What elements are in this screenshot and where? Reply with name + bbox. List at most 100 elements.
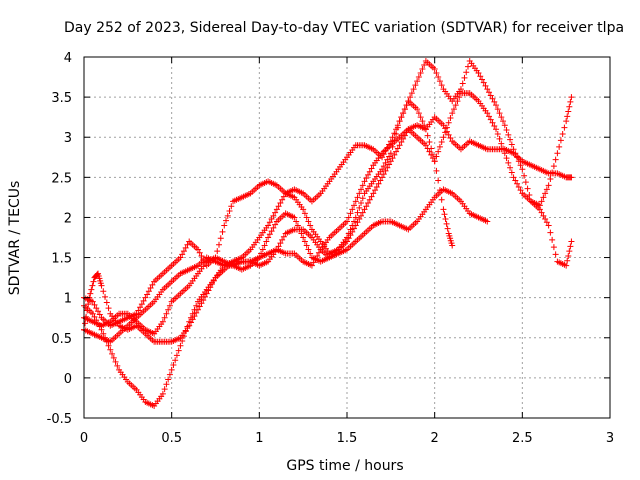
data-point-marker (140, 297, 147, 304)
data-point-marker (186, 322, 193, 329)
data-point-marker (305, 218, 312, 225)
data-point-marker (384, 164, 391, 171)
data-point-marker (501, 122, 508, 129)
data-point-marker (489, 95, 496, 102)
data-point-marker (565, 252, 572, 259)
data-point-marker (365, 171, 372, 178)
data-point-marker (475, 70, 482, 77)
data-point-marker (144, 291, 151, 298)
data-point-marker (550, 163, 557, 170)
data-point-marker (366, 168, 373, 175)
data-point-marker (142, 294, 149, 301)
data-point-marker (568, 238, 575, 245)
data-point-marker (480, 79, 487, 86)
data-point-marker (200, 297, 207, 304)
data-point-marker (417, 114, 424, 121)
x-tick-label: 1.5 (337, 431, 358, 446)
data-point-marker (456, 94, 463, 101)
data-point-marker (389, 155, 396, 162)
data-point-marker (361, 206, 368, 213)
data-point-marker (424, 132, 431, 139)
series-track-5 (81, 186, 491, 345)
data-point-marker (138, 301, 145, 308)
data-point-marker (440, 122, 447, 129)
data-point-marker (496, 110, 503, 117)
data-point-marker (272, 209, 279, 216)
data-point-marker (279, 236, 286, 243)
data-point-marker (189, 316, 196, 323)
data-point-marker (505, 131, 512, 138)
data-point-marker (184, 241, 191, 248)
data-point-marker (265, 234, 272, 241)
data-point-marker (270, 212, 277, 219)
data-point-marker (354, 194, 361, 201)
data-point-marker (487, 116, 494, 123)
data-point-marker (85, 301, 92, 308)
data-point-marker (542, 190, 549, 197)
data-point-marker (454, 98, 461, 105)
data-point-marker (301, 238, 308, 245)
data-point-marker (359, 195, 366, 202)
data-point-marker (444, 225, 451, 232)
data-point-marker (382, 159, 389, 166)
data-point-marker (179, 337, 186, 344)
data-point-marker (422, 126, 429, 133)
x-tick-label: 1 (255, 431, 263, 446)
data-point-marker (487, 92, 494, 99)
data-point-marker (359, 182, 366, 189)
data-point-marker (305, 246, 312, 253)
data-point-marker (503, 127, 510, 134)
data-point-marker (394, 145, 401, 152)
data-point-marker (194, 306, 201, 313)
data-point-marker (272, 221, 279, 228)
data-point-marker (102, 293, 109, 300)
data-point-marker (228, 203, 235, 210)
data-point-marker (421, 62, 428, 69)
data-point-marker (484, 110, 491, 117)
data-point-marker (363, 203, 370, 210)
data-point-marker (268, 228, 275, 235)
data-point-marker (524, 185, 531, 192)
data-point-marker (256, 254, 263, 261)
data-point-marker (477, 73, 484, 80)
data-point-marker (463, 69, 470, 76)
data-point-marker (400, 110, 407, 117)
data-point-marker (277, 200, 284, 207)
data-point-marker (208, 281, 215, 288)
data-point-marker (166, 302, 173, 309)
data-point-marker (351, 202, 358, 209)
data-point-marker (149, 281, 156, 288)
data-point-marker (414, 106, 421, 113)
data-point-marker (214, 248, 221, 255)
data-point-marker (547, 229, 554, 236)
data-point-marker (217, 235, 224, 242)
data-point-marker (89, 310, 96, 317)
data-point-marker (443, 220, 450, 227)
data-point-marker (508, 169, 515, 176)
data-point-marker (484, 86, 491, 93)
data-point-marker (522, 179, 529, 186)
data-point-marker (436, 78, 443, 85)
data-point-marker (191, 313, 198, 320)
data-point-marker (372, 187, 379, 194)
data-point-marker (407, 94, 414, 101)
data-point-marker (268, 216, 275, 223)
data-point-marker (87, 290, 94, 297)
data-point-marker (145, 288, 152, 295)
data-point-marker (363, 175, 370, 182)
data-point-marker (550, 244, 557, 251)
data-point-marker (280, 233, 287, 240)
y-tick-label: 0 (64, 372, 72, 387)
data-point-marker (273, 206, 280, 213)
data-point-marker (557, 137, 564, 144)
data-point-marker (91, 301, 98, 308)
data-point-marker (198, 252, 205, 259)
data-point-marker (415, 74, 422, 81)
data-point-marker (400, 135, 407, 142)
data-point-marker (566, 248, 573, 255)
data-point-marker (175, 347, 182, 354)
data-point-marker (315, 249, 322, 256)
data-point-marker (503, 155, 510, 162)
data-point-marker (517, 187, 524, 194)
data-point-marker (103, 299, 110, 306)
